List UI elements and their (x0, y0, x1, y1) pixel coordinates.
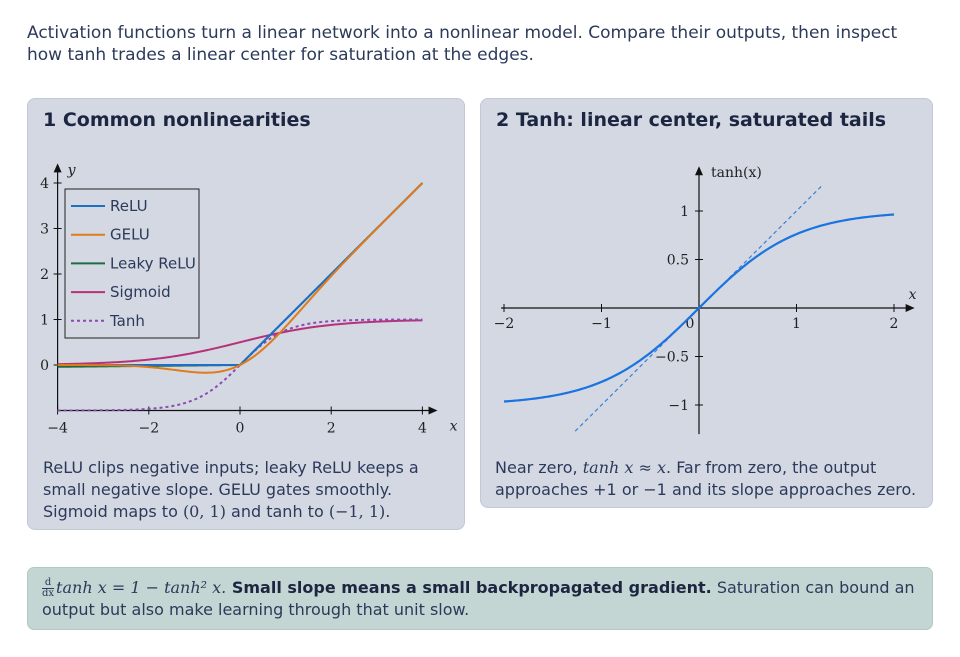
frac-denominator: dx (42, 588, 55, 599)
x-tick-label: 2 (890, 316, 899, 332)
series-identity-line (574, 184, 824, 432)
x-tick-label: 0 (686, 316, 695, 332)
y-tick-label: 2 (40, 267, 49, 283)
x-tick-label: 4 (418, 421, 427, 437)
y-tick-label: 0 (40, 358, 49, 374)
y-axis-label: tanh(x) (711, 165, 762, 181)
x-tick-label: −1 (591, 316, 612, 332)
x-axis-arrow (905, 304, 915, 312)
series-gelu (57, 182, 424, 374)
caption-text: . (385, 502, 391, 521)
gradient-note: d dx tanh x = 1 − tanh² x. Small slope mea… (27, 567, 933, 630)
derivative-fraction: d dx (42, 578, 55, 599)
legend-label: GELU (110, 226, 150, 244)
series-tanh (57, 318, 423, 412)
y-tick-label: −0.5 (655, 350, 689, 366)
y-tick-label: 0.5 (667, 253, 689, 269)
intro-text: Activation functions turn a linear netwo… (27, 23, 898, 65)
panel-caption: ReLU clips negative inputs; leaky ReLU k… (43, 457, 453, 523)
panel-nonlinearities: 1 Common nonlinearities −4 −2 0 2 4 0 1 2 3 4 x y Re… (27, 98, 465, 530)
x-tick-label: −2 (138, 421, 159, 437)
legend-label: ReLU (110, 197, 148, 215)
caption-text: . Far from zero, the output approaches +… (495, 458, 917, 499)
y-axis-label: y (67, 162, 77, 178)
x-tick-label: 1 (792, 316, 801, 332)
series-sigmoid (57, 319, 423, 366)
x-axis-arrow (428, 406, 438, 415)
panel-caption: Near zero, tanh x ≈ x. Far from zero, th… (495, 457, 920, 501)
derivative-formula: tanh x = 1 − tanh² x. (56, 578, 227, 597)
activation-chart: −4 −2 0 2 4 0 1 2 3 4 x y ReLU GELU Leaky ReLU Sigmoid T… (40, 162, 458, 437)
x-tick-label: −4 (47, 421, 68, 437)
y-tick-label: 1 (680, 204, 689, 220)
x-tick-label: 0 (236, 421, 245, 437)
legend-label: Sigmoid (110, 283, 171, 301)
tanh-chart: −2 −1 0 1 2 −1 −0.5 0.5 1 x tanh(x) (494, 165, 917, 435)
caption-text: ReLU clips negative inputs; leaky ReLU k… (43, 458, 419, 521)
y-axis-arrow (53, 163, 62, 173)
x-axis-label: x (450, 419, 458, 435)
caption-math: tanh x ≈ x (582, 458, 667, 477)
x-axis-label: x (909, 287, 917, 303)
x-tick-label: −2 (494, 316, 515, 332)
legend-label: Tanh (109, 312, 145, 330)
series-tanh (503, 213, 895, 403)
caption-text: Near zero, (495, 458, 583, 477)
gradient-bold-text: Small slope means a small backpropagated… (226, 578, 712, 597)
legend-label: Leaky ReLU (110, 254, 196, 272)
frac-numerator: d (42, 578, 55, 589)
y-tick-label: 4 (40, 176, 49, 192)
panel-tanh: 2 Tanh: linear center, saturated tails −… (480, 98, 933, 508)
y-tick-label: 1 (40, 313, 49, 329)
caption-text: and tanh to (225, 502, 329, 521)
y-tick-label: −1 (668, 398, 689, 414)
y-tick-label: 3 (40, 222, 49, 238)
panel-title: 1 Common nonlinearities (43, 109, 311, 131)
x-tick-label: 2 (327, 421, 336, 437)
y-axis-arrow (695, 166, 703, 176)
panel-title: 2 Tanh: linear center, saturated tails (496, 109, 887, 131)
gradient-text: Saturation can bound an output but also … (42, 578, 915, 619)
caption-math: (−1, 1) (328, 502, 386, 521)
caption-math: (0, 1) (182, 502, 226, 521)
